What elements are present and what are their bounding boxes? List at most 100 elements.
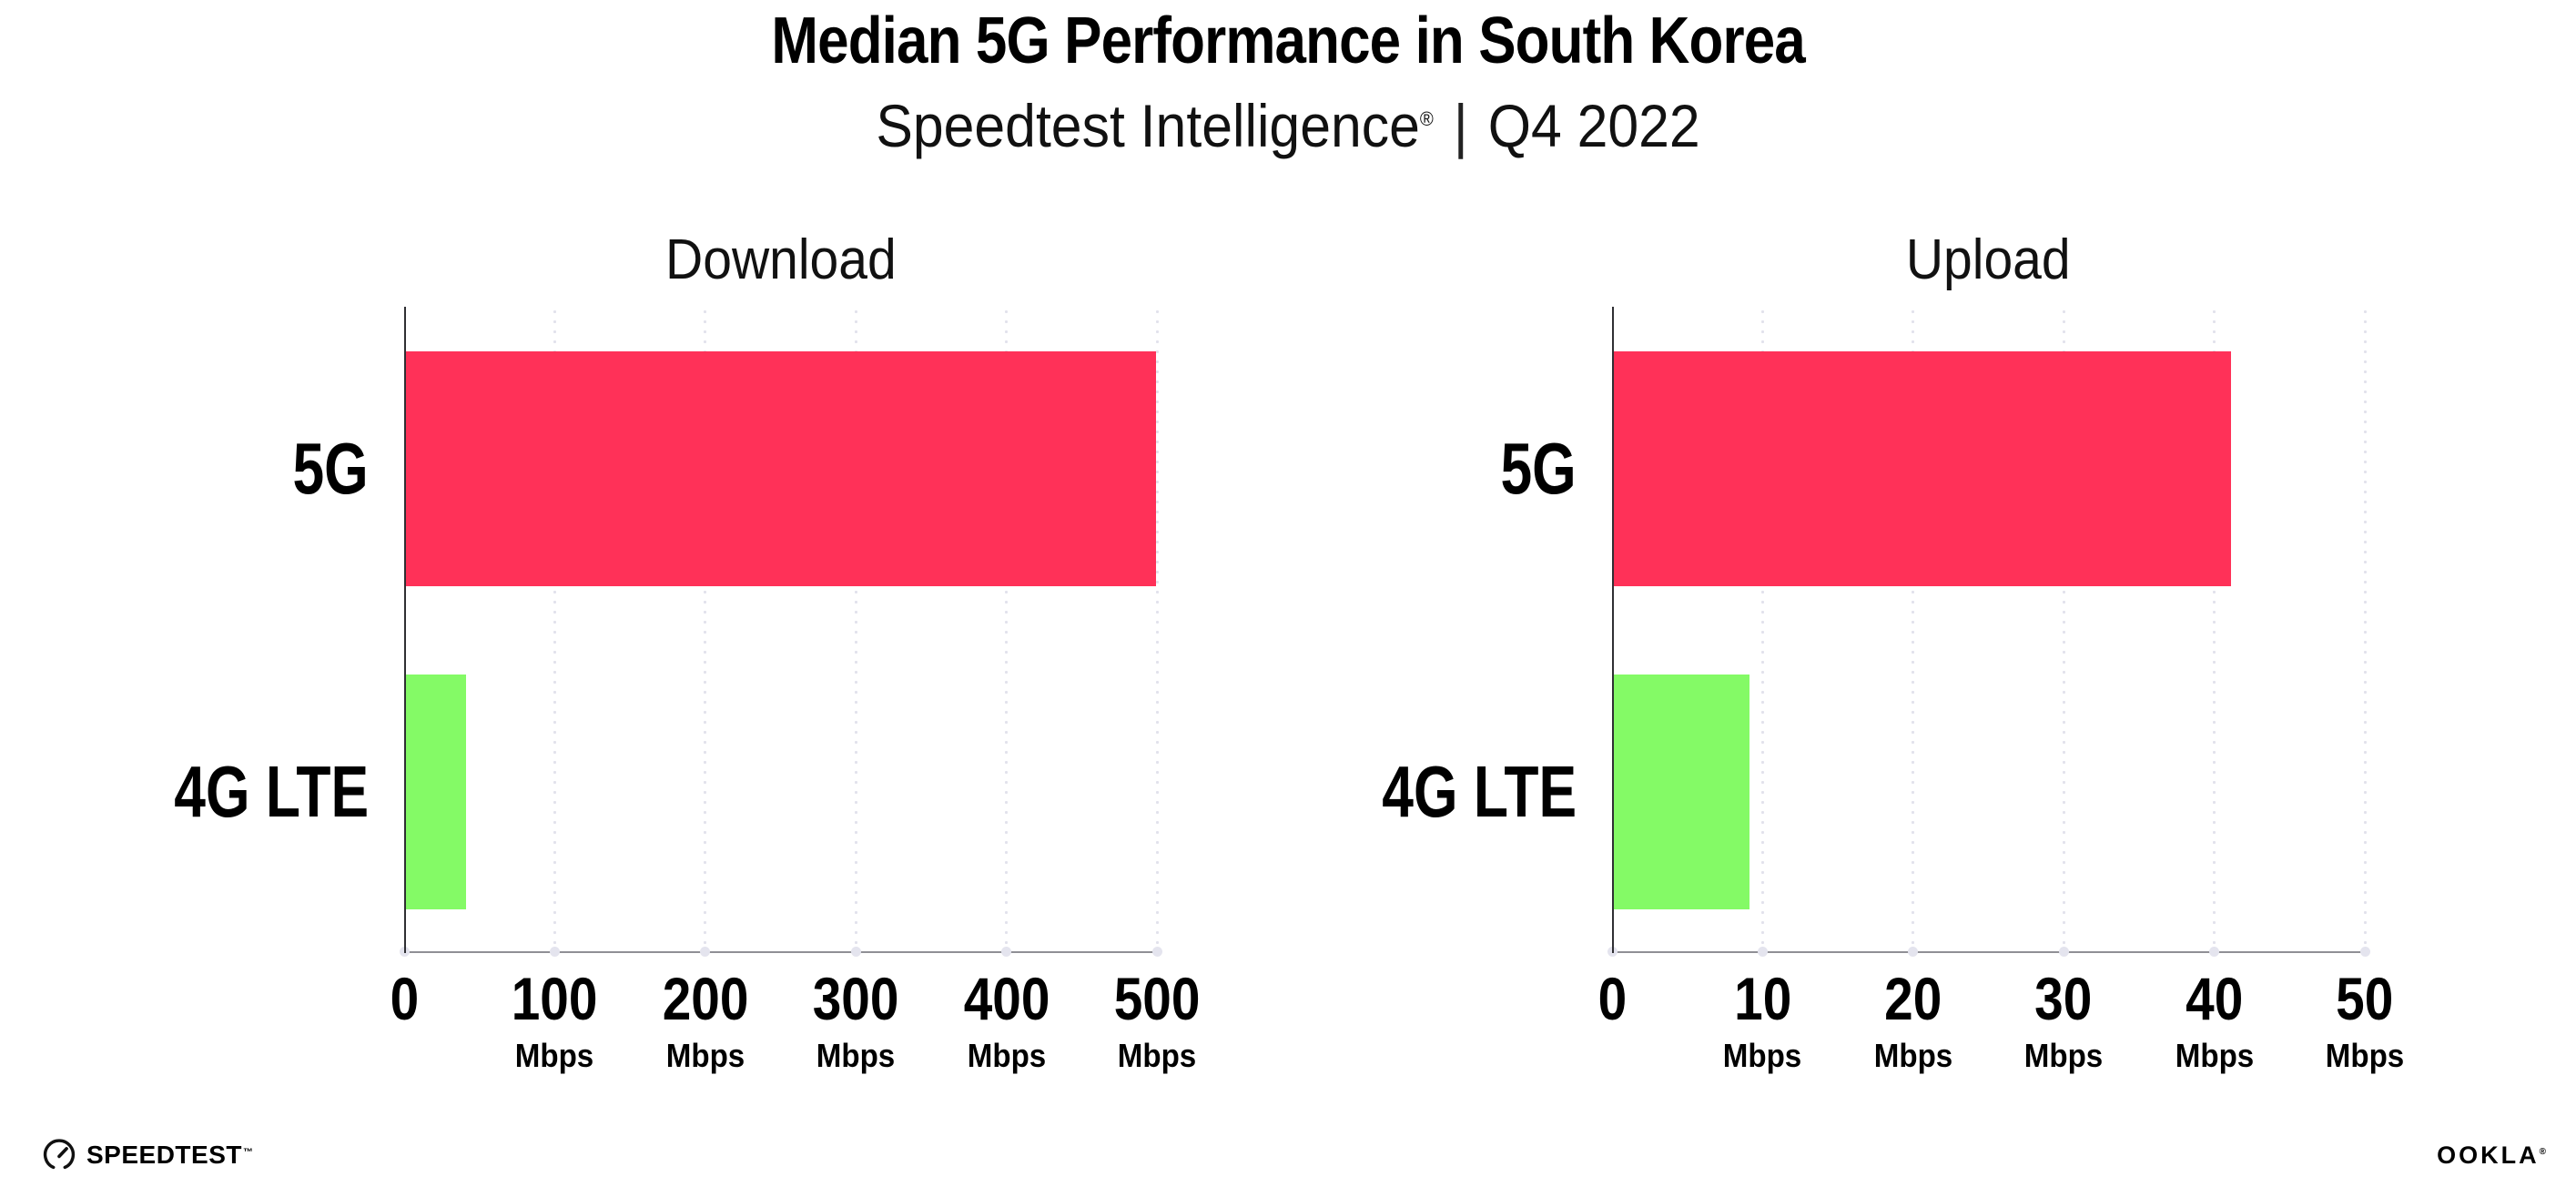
x-tick-unit-text: Mbps: [665, 1037, 745, 1074]
x-tick-value: 40: [2186, 965, 2244, 1032]
bar-5g: [406, 350, 1156, 586]
download-chart-plot: 0 100 Mbps 200 Mbps 300 Mbps 400 Mbps 500 Mbps 5G 4G…: [174, 307, 1200, 1074]
x-tick-label-50: 50: [2246, 964, 2483, 1033]
speedtest-logo: SPEEDTEST™: [42, 1138, 253, 1172]
x-tick-unit-20: Mbps: [1795, 1037, 2032, 1075]
axis-tick-dot-300: [850, 947, 861, 957]
page-title-text: Median 5G Performance in South Korea: [771, 5, 1805, 77]
subtitle-separator: |: [1453, 92, 1468, 159]
axis-tick-dot-30: [2058, 947, 2069, 957]
gridline-200: [704, 307, 707, 953]
x-tick-unit-text: Mbps: [2023, 1037, 2104, 1074]
x-tick-label-0: 0: [1494, 964, 1730, 1033]
ookla-logo: OOKLA®: [2437, 1141, 2546, 1170]
page-subtitle: Speedtest Intelligence® | Q4 2022: [0, 91, 2576, 160]
x-tick-label-20: 20: [1795, 964, 2032, 1033]
gridline-40: [2213, 307, 2216, 953]
subtitle-brand: Speedtest Intelligence: [876, 92, 1420, 159]
x-axis: [1612, 951, 2367, 953]
axis-tick-dot-500: [1151, 947, 1162, 957]
upload-chart-title-text: Upload: [1906, 228, 2071, 291]
axis-tick-dot-40: [2209, 947, 2220, 957]
category-label-5g: 5G: [1202, 307, 1577, 630]
x-tick-unit-text: Mbps: [515, 1037, 594, 1074]
x-tick-unit-text: Mbps: [1723, 1037, 1802, 1074]
axis-tick-dot-400: [1001, 947, 1012, 957]
gridline-400: [1005, 307, 1009, 953]
x-tick-unit-10: Mbps: [1644, 1037, 1881, 1075]
axis-tick-dot-50: [2359, 947, 2370, 957]
x-tick-unit-text: Mbps: [967, 1037, 1046, 1074]
x-axis: [404, 951, 1159, 953]
y-axis: [404, 307, 406, 953]
x-tick-label-30: 30: [1945, 964, 2182, 1033]
x-tick-value: 30: [2034, 965, 2093, 1032]
bar-5g: [1614, 350, 2232, 586]
ookla-label: OOKLA: [2437, 1141, 2540, 1169]
download-chart-title: Download: [404, 228, 1157, 292]
upload-chart-plot: 0 10 Mbps 20 Mbps 30 Mbps 40 Mbps 50 Mbps 5G 4G LTE: [1382, 307, 2404, 1074]
gridline-20: [1912, 307, 1915, 953]
x-tick-unit-40: Mbps: [2096, 1037, 2333, 1075]
category-label-4g-lte: 4G LTE: [0, 630, 369, 953]
x-tick-label-10: 10: [1644, 964, 1881, 1033]
x-tick-value: 20: [1884, 965, 1942, 1032]
x-tick-value: 50: [2336, 965, 2394, 1032]
x-tick-label-0: 0: [286, 964, 522, 1033]
x-tick-label-500: 500: [1039, 964, 1275, 1033]
gridline-500: [1155, 307, 1159, 953]
speedtest-gauge-icon: [43, 1139, 76, 1170]
x-tick-unit-text: Mbps: [2325, 1037, 2405, 1074]
x-tick-unit-text: Mbps: [1873, 1037, 1953, 1074]
page-title: Median 5G Performance in South Korea: [0, 4, 2576, 78]
gridline-10: [1760, 307, 1764, 953]
x-tick-label-300: 300: [737, 964, 974, 1033]
x-tick-value: 100: [512, 965, 598, 1032]
x-tick-value: 500: [1113, 965, 1201, 1032]
category-label-text: 5G: [292, 427, 369, 509]
x-tick-unit-200: Mbps: [587, 1037, 824, 1075]
bar-4g-lte: [406, 674, 467, 909]
gridline-100: [553, 307, 556, 953]
speedtest-label: SPEEDTEST: [86, 1141, 242, 1169]
x-tick-label-40: 40: [2096, 964, 2333, 1033]
category-label-4g-lte: 4G LTE: [1202, 630, 1577, 953]
ookla-registered-mark: ®: [2539, 1147, 2546, 1157]
axis-tick-dot-200: [700, 947, 711, 957]
x-tick-value: 10: [1733, 965, 1791, 1032]
category-label-5g: 5G: [0, 307, 369, 630]
x-tick-label-100: 100: [436, 964, 673, 1033]
x-tick-unit-100: Mbps: [436, 1037, 673, 1075]
x-tick-unit-text: Mbps: [816, 1037, 896, 1074]
x-tick-value: 0: [390, 965, 419, 1032]
speedtest-wordmark: SPEEDTEST™: [86, 1141, 253, 1170]
speedtest-trademark: ™: [242, 1147, 254, 1158]
upload-chart-title: Upload: [1612, 228, 2365, 292]
x-tick-value: 200: [662, 965, 749, 1032]
y-axis: [1612, 307, 1614, 953]
axis-tick-dot-100: [549, 947, 560, 957]
x-tick-label-200: 200: [587, 964, 824, 1033]
registered-mark: ®: [1419, 107, 1434, 130]
axis-tick-dot-20: [1908, 947, 1919, 957]
category-label-text: 4G LTE: [1382, 750, 1577, 832]
x-tick-unit-30: Mbps: [1945, 1037, 2182, 1075]
x-tick-label-400: 400: [888, 964, 1125, 1033]
x-tick-unit-50: Mbps: [2246, 1037, 2483, 1075]
x-tick-value: 0: [1597, 965, 1627, 1032]
x-tick-unit-500: Mbps: [1039, 1037, 1275, 1075]
axis-tick-dot-10: [1757, 947, 1768, 957]
x-tick-value: 300: [812, 965, 899, 1032]
x-tick-unit-400: Mbps: [888, 1037, 1125, 1075]
bar-4g-lte: [1614, 674, 1749, 909]
download-chart-title-text: Download: [664, 228, 897, 291]
category-label-text: 4G LTE: [174, 750, 369, 832]
gridline-30: [2062, 307, 2065, 953]
x-tick-unit-text: Mbps: [1117, 1037, 1197, 1074]
x-tick-unit-text: Mbps: [2175, 1037, 2254, 1074]
category-label-text: 5G: [1500, 427, 1577, 509]
gridline-300: [854, 307, 857, 953]
x-tick-value: 400: [963, 965, 1050, 1032]
subtitle-period: Q4 2022: [1487, 92, 1700, 159]
